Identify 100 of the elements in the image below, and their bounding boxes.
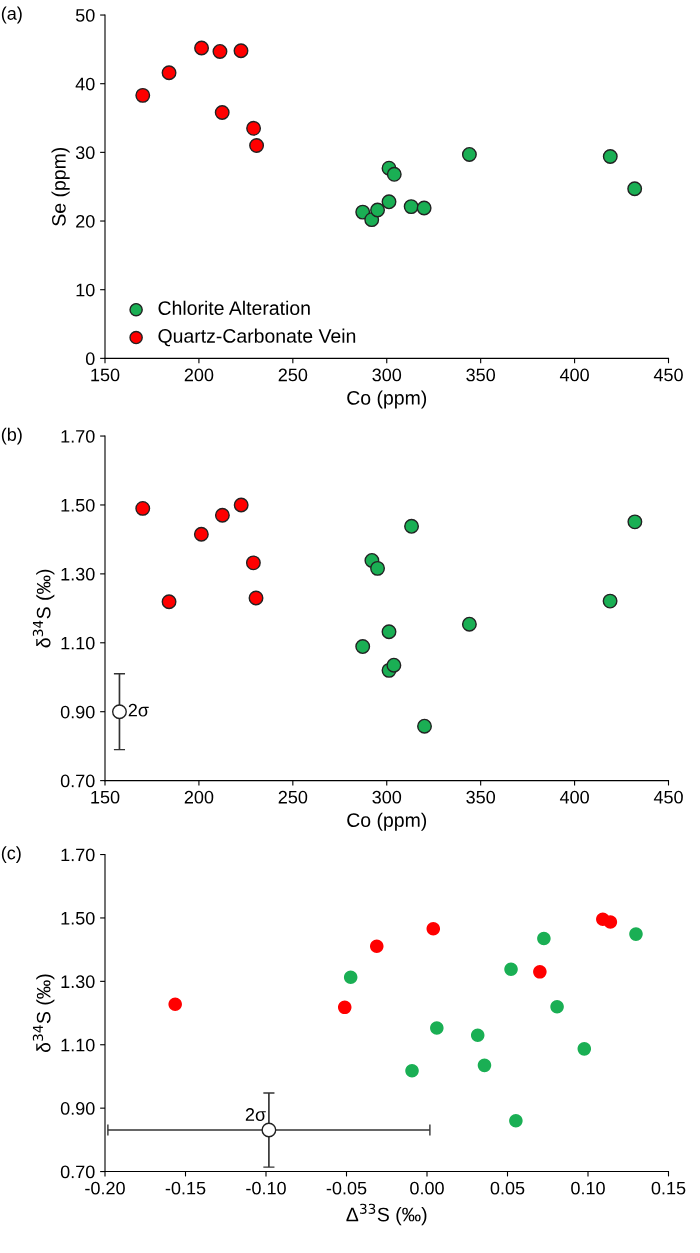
- point: [381, 624, 397, 640]
- point: [381, 194, 397, 210]
- point: [602, 593, 618, 609]
- x-tick-label: -0.10: [246, 1181, 286, 1195]
- point: [403, 199, 419, 215]
- point: [161, 594, 177, 610]
- point: [214, 105, 230, 121]
- x-tick-label: 450: [653, 790, 683, 804]
- point: [416, 200, 432, 216]
- point: [245, 555, 261, 571]
- point: [233, 497, 249, 513]
- point: [577, 1042, 592, 1056]
- point: [477, 1058, 492, 1073]
- x-tick-label: 250: [278, 368, 308, 382]
- point: [386, 657, 402, 673]
- y-tick-label: 1.30: [61, 567, 95, 581]
- point: [355, 639, 371, 655]
- x-tick-label: -0.15: [165, 1181, 206, 1195]
- point: [370, 560, 386, 576]
- chart-title: (b): [1, 427, 22, 445]
- point: [405, 1063, 419, 1078]
- point: [504, 962, 518, 977]
- legend-label: Chlorite Alteration: [158, 300, 310, 315]
- point: [246, 120, 262, 136]
- point: [603, 915, 618, 929]
- y-tick-label: 1.10: [61, 636, 95, 650]
- legend-label: Quartz-Carbonate Vein: [158, 328, 356, 347]
- x-tick-label: -0.20: [85, 1181, 125, 1195]
- y-tick-label: 20: [76, 214, 95, 228]
- point: [135, 500, 151, 516]
- y-tick-label: 0: [85, 352, 95, 366]
- x-axis-title: Δ$^{33}$S (‰): [346, 1203, 427, 1226]
- chart-title: (c): [1, 846, 21, 863]
- x-tick-label: 200: [184, 368, 214, 382]
- x-tick-label: 400: [559, 790, 589, 804]
- y-tick-label: 1.30: [61, 975, 95, 989]
- point: [629, 927, 643, 941]
- y-axis-title: δ$^{34}$S (‰): [32, 974, 55, 1053]
- x-axis-title: Co (ppm): [347, 390, 427, 409]
- x-tick-label: 0.00: [410, 1181, 444, 1195]
- point: [627, 514, 643, 530]
- y-tick-label: 0.90: [60, 1102, 95, 1115]
- y-axis-title: Se (ppm): [51, 147, 70, 226]
- y-tick-label: 1.50: [61, 911, 95, 925]
- x-tick-label: 350: [466, 368, 496, 382]
- point: [135, 87, 151, 103]
- annotation: 2σ: [128, 703, 149, 717]
- x-tick-label: 200: [184, 790, 214, 804]
- y-tick-label: 0.70: [60, 1165, 95, 1179]
- point: [370, 939, 384, 953]
- point: [386, 166, 402, 182]
- x-tick-label: 250: [278, 790, 308, 804]
- y-tick-label: 1.50: [61, 498, 95, 512]
- point: [426, 921, 441, 936]
- x-axis-title: Co (ppm): [347, 812, 427, 831]
- point: [461, 616, 477, 632]
- y-tick-label: 10: [76, 283, 95, 297]
- y-tick-label: 1.70: [61, 848, 95, 862]
- x-tick-label: 0.10: [571, 1181, 605, 1195]
- x-tick-label: 400: [559, 368, 589, 382]
- point: [343, 970, 358, 984]
- point: [111, 704, 127, 720]
- point: [194, 40, 210, 56]
- point: [602, 149, 618, 164]
- x-tick-label: 450: [653, 368, 683, 382]
- point: [261, 1122, 277, 1138]
- point: [550, 999, 564, 1014]
- y-tick-label: 0.70: [60, 774, 95, 788]
- y-tick-label: 50: [75, 8, 95, 22]
- point: [537, 931, 551, 946]
- y-tick-label: 1.10: [61, 1038, 95, 1052]
- point: [248, 590, 264, 606]
- point: [249, 138, 265, 153]
- point: [470, 1028, 485, 1043]
- point: [214, 507, 230, 523]
- y-axis-title: δ$^{34}$S (‰): [32, 569, 55, 648]
- annotation: 2σ: [245, 1108, 266, 1121]
- x-tick-label: 150: [91, 790, 120, 804]
- point: [509, 1114, 523, 1128]
- chart-title: (a): [1, 6, 22, 24]
- point: [212, 43, 228, 59]
- y-tick-label: 0.90: [60, 705, 95, 719]
- point: [168, 997, 182, 1011]
- x-tick-label: 0.15: [651, 1181, 686, 1195]
- y-tick-label: 30: [75, 146, 95, 160]
- x-tick-label: 350: [466, 790, 496, 804]
- point: [417, 718, 432, 734]
- x-tick-label: 150: [91, 368, 120, 382]
- point: [161, 65, 177, 81]
- x-tick-label: 300: [372, 790, 402, 804]
- point: [430, 1021, 444, 1035]
- point: [461, 146, 477, 162]
- point: [337, 1000, 352, 1015]
- y-tick-label: 40: [75, 77, 95, 91]
- point: [627, 181, 643, 197]
- point: [193, 526, 209, 542]
- point: [533, 965, 547, 979]
- x-tick-label: 0.05: [490, 1181, 525, 1195]
- y-tick-label: 1.70: [61, 429, 95, 443]
- point: [370, 202, 386, 218]
